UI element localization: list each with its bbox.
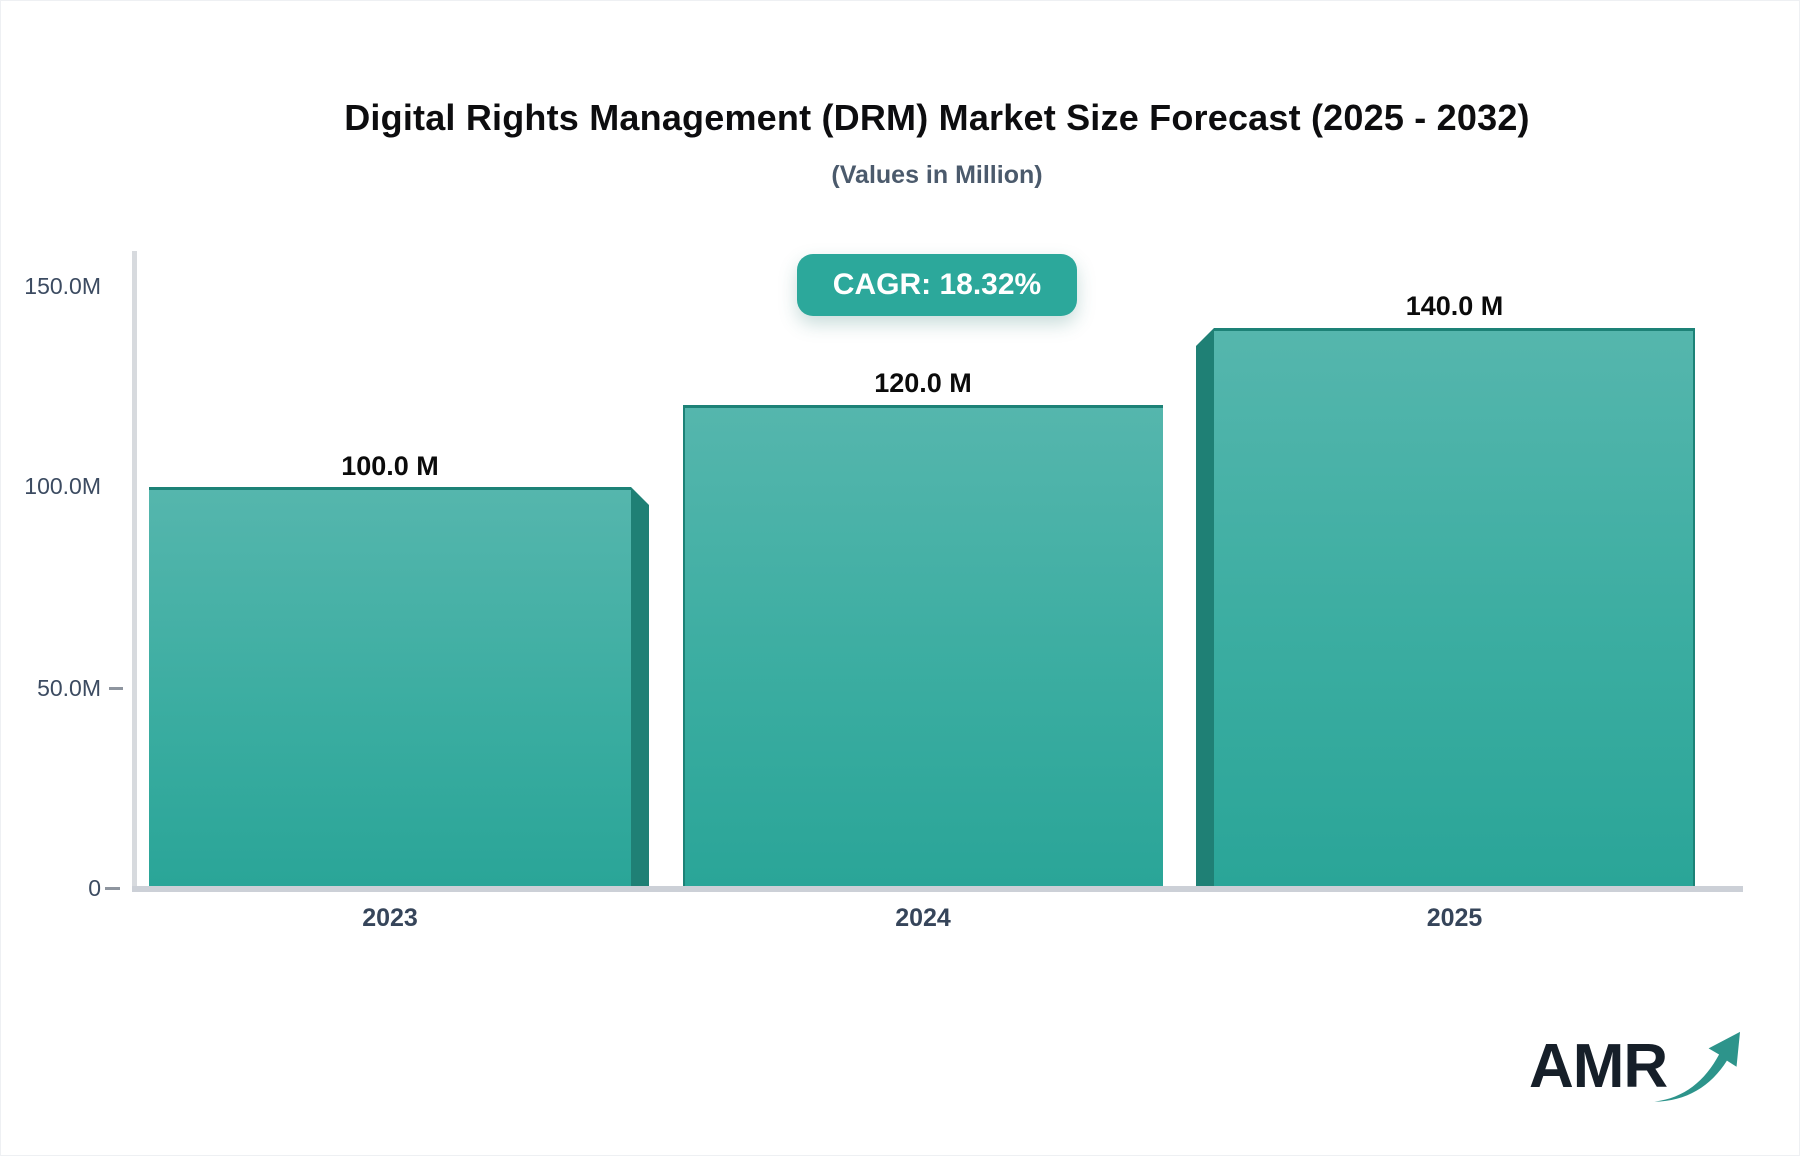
y-axis-tick-label-0: 0 [88,875,101,901]
x-axis-label-2024: 2024 [895,904,951,932]
y-axis-tick-mark-50 [109,687,123,690]
bar-2023 [149,487,631,886]
bar-value-label-2023: 100.0 M [341,451,439,481]
x-axis-line [132,886,1743,892]
bar-2024 [683,405,1163,886]
x-axis-label-2023: 2023 [362,904,418,932]
y-axis-tick-mark-0 [105,887,120,890]
y-axis-tick-label-100: 100.0M [24,473,101,499]
y-axis-tick-label-150: 150.0M [24,273,101,299]
x-axis-label-2025: 2025 [1426,904,1483,932]
amr-logo: AMR [1529,1027,1747,1107]
y-axis-tick-label-50: 50.0M [37,675,101,701]
bar-2023-side-face [631,487,649,886]
amr-logo-text: AMR [1529,1032,1668,1101]
page-subtitle: (Values in Million) [831,161,1043,189]
bar-2025-side-face [1196,328,1214,886]
cagr-badge-container: CAGR: 18.32% [131,254,1743,316]
page-title: Digital Rights Management (DRM) Market S… [344,97,1530,138]
cagr-badge: CAGR: 18.32% [796,254,1078,316]
growth-arrow-icon [1654,1031,1741,1102]
bar-2025 [1214,328,1695,886]
bar-value-label-2025: 140.0 M [1405,291,1504,321]
bar-value-label-2024: 120.0 M [874,368,972,398]
y-axis-line [132,251,137,892]
